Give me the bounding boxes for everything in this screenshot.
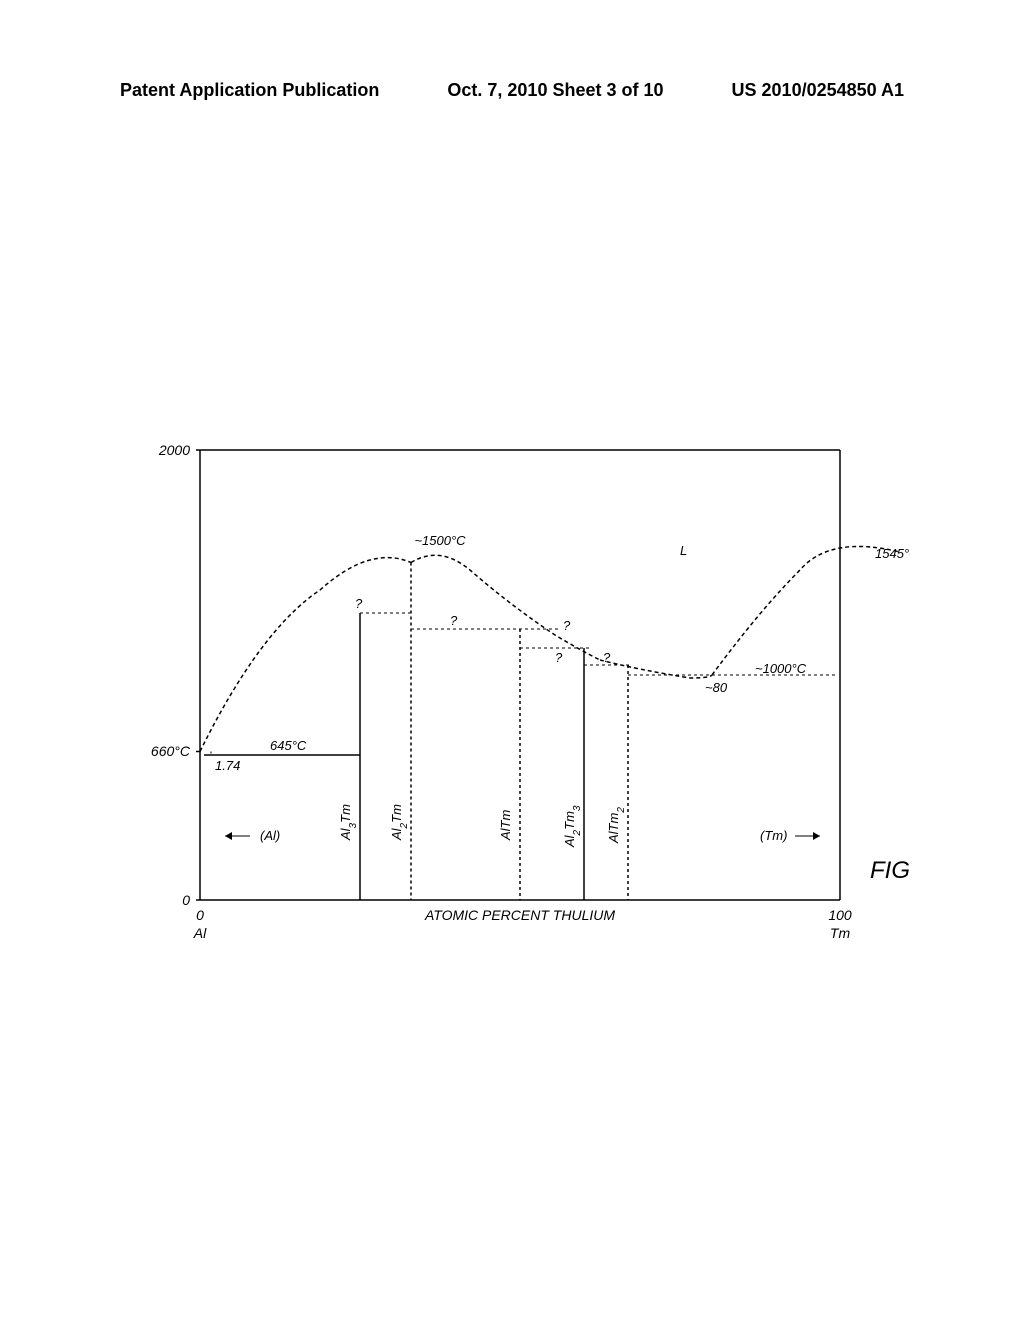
eutectic-left-temp: 645°C xyxy=(270,738,307,753)
peak-temp: ~1500°C xyxy=(414,533,466,548)
x-axis-label: ATOMIC PERCENT THULIUM xyxy=(424,907,615,923)
header-left: Patent Application Publication xyxy=(120,80,379,101)
phase-diagram-chart: 2000 660°C 0 TEMPERATURE °C 0 Al 100 Tm … xyxy=(140,430,910,960)
header-center: Oct. 7, 2010 Sheet 3 of 10 xyxy=(447,80,663,101)
q3: ? xyxy=(563,618,571,633)
figure-label: FIG. 3 xyxy=(870,857,910,884)
al-phase: (Al) xyxy=(260,828,280,843)
chart-svg: 2000 660°C 0 TEMPERATURE °C 0 Al 100 Tm … xyxy=(140,430,910,960)
x-end-element: Tm xyxy=(830,925,851,941)
q4: ? xyxy=(555,650,563,665)
liquidus-left xyxy=(200,558,411,752)
eutectic-right-temp: ~1000°C xyxy=(755,661,807,676)
compound-al2tm3: Al2Tm3 xyxy=(562,805,583,848)
x-start-element: Al xyxy=(193,925,207,941)
compound-altm2: AlTm2 xyxy=(606,807,627,844)
liquidus-mid xyxy=(411,555,600,660)
compound-al2tm: Al2Tm xyxy=(389,804,410,841)
compound-altm: AlTm xyxy=(498,810,513,842)
compound-al3tm: Al3Tm xyxy=(338,804,359,841)
y-tick-0: 0 xyxy=(182,892,190,908)
liquid-label: L xyxy=(680,543,687,558)
right-melting: 1545°C xyxy=(875,546,910,561)
header-right: US 2010/0254850 A1 xyxy=(732,80,904,101)
x-tick-0: 0 xyxy=(196,907,204,923)
eutectic-right-comp: ~80 xyxy=(705,680,728,695)
y-tick-2000: 2000 xyxy=(158,442,190,458)
q5: ? xyxy=(603,650,611,665)
q1: ? xyxy=(355,596,363,611)
y-tick-660: 660°C xyxy=(151,743,191,759)
tm-phase: (Tm) xyxy=(760,828,787,843)
liquidus-right xyxy=(712,546,900,675)
eutectic-left-comp: 1.74 xyxy=(215,758,240,773)
x-tick-100: 100 xyxy=(828,907,852,923)
q2: ? xyxy=(450,613,458,628)
